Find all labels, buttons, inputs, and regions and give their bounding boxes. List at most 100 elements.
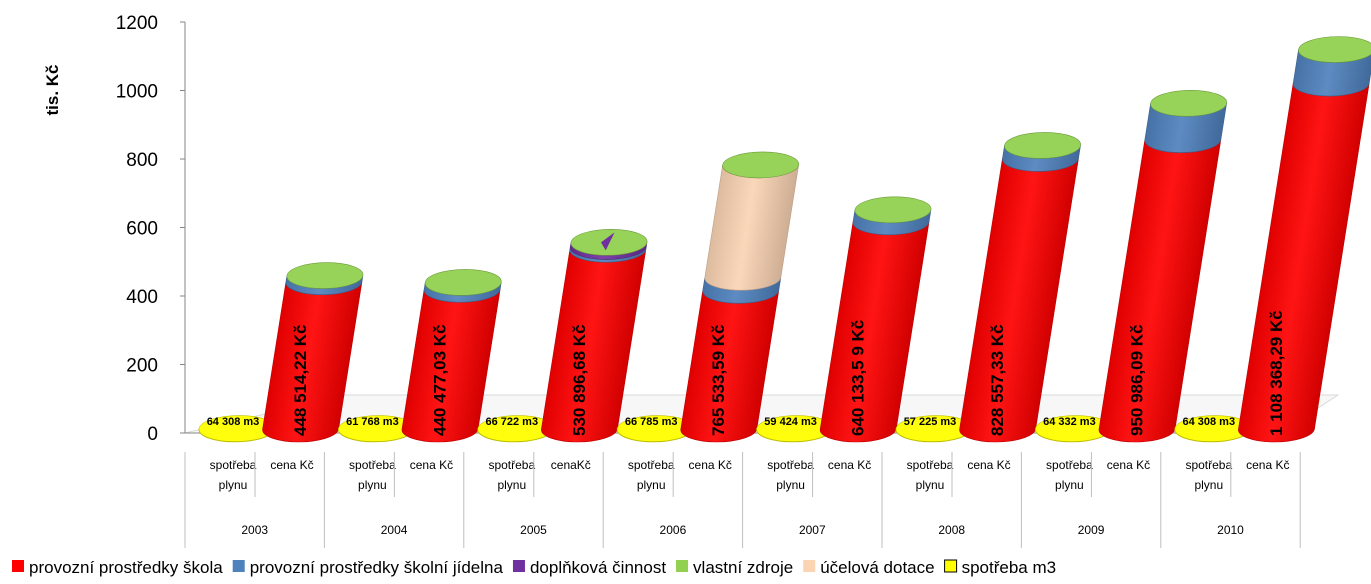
category-label-gas: spotřeba plynu	[907, 458, 954, 492]
year-label: 2009	[1078, 523, 1105, 537]
y-tick-label: 400	[126, 287, 158, 308]
cylinder-segment-skola	[1238, 83, 1370, 443]
category-label-cost: cena Kč	[270, 458, 313, 472]
cost-value-label: 530 896,68 Kč	[570, 324, 589, 436]
category-label-gas: spotřeba plynu	[1046, 458, 1093, 492]
y-tick-label: 800	[126, 150, 158, 171]
category-label-cost: cena Kč	[1107, 458, 1150, 472]
year-label: 2003	[241, 523, 268, 537]
legend-swatch	[512, 560, 525, 572]
cost-value-label: 1 108 368,29 Kč	[1267, 310, 1286, 436]
cost-value-label: 640 133,5 9 Kč	[849, 320, 868, 436]
category-label-line: spotřeba	[1185, 458, 1232, 472]
category-label-cost: cena Kč	[689, 458, 732, 472]
category-label-line: plynu	[1055, 478, 1084, 492]
category-label-gas: spotřeba plynu	[1185, 458, 1232, 492]
gas-value-label: 64 308 m3	[1182, 416, 1235, 428]
category-label-line: plynu	[219, 478, 248, 492]
year-label: 2006	[660, 523, 687, 537]
cylinder-cap-vlastni	[722, 151, 800, 179]
legend-label: vlastní zdroje	[693, 558, 793, 577]
cylinders	[198, 36, 1371, 443]
category-label-cost: cena Kč	[828, 458, 871, 472]
year-label: 2008	[938, 523, 965, 537]
gas-value-label: 59 424 m3	[764, 416, 817, 428]
category-label-cost: cenaKč	[551, 458, 591, 472]
cylinder-cap-vlastni	[1150, 89, 1227, 117]
cylinder-segment-doplnkova-mark	[600, 232, 615, 251]
category-label-gas: spotřeba plynu	[767, 458, 814, 492]
gas-value-label: 64 332 m3	[1043, 416, 1096, 428]
cost-cylinder	[541, 229, 648, 443]
category-label-line: plynu	[637, 478, 666, 492]
cylinder-cap-vlastni	[424, 269, 502, 296]
y-axis-title: tis. Kč	[43, 64, 62, 115]
gas-value-label: 66 785 m3	[625, 416, 678, 428]
category-label-cost: cena Kč	[1246, 458, 1289, 472]
cost-cylinder	[401, 269, 502, 443]
legend-label: provozní prostředky školní jídelna	[250, 558, 504, 577]
year-label: 2004	[381, 523, 408, 537]
y-tick-label: 200	[126, 356, 158, 377]
gas-cylinder	[616, 415, 694, 443]
category-label-line: spotřeba	[210, 458, 257, 472]
category-label-cost: cena Kč	[967, 458, 1010, 472]
category-label-line: spotřeba	[1046, 458, 1093, 472]
category-label-line: plynu	[1194, 478, 1223, 492]
data-labels: 64 308 m3 448 514,22 Kč 61 768 m3 440 477,0…	[207, 310, 1286, 436]
legend-label: provozní prostředky škola	[29, 558, 223, 577]
category-label-line: spotřeba	[767, 458, 814, 472]
cylinder-cap-vlastni	[286, 262, 364, 289]
gas-value-label: 61 768 m3	[346, 416, 399, 428]
category-label-gas: spotřeba plynu	[628, 458, 675, 492]
year-label: 2010	[1217, 523, 1244, 537]
cost-value-label: 828 557,33 Kč	[988, 324, 1007, 436]
year-label: 2007	[799, 523, 826, 537]
legend-swatch	[12, 560, 24, 572]
cylinder-segment-ucelova	[704, 164, 799, 291]
y-tick-label: 1200	[116, 13, 158, 34]
cost-cylinder	[680, 151, 800, 443]
legend-swatch	[803, 560, 816, 572]
category-label-gas: spotřeba plynu	[488, 458, 535, 492]
category-label-gas: spotřeba plynu	[349, 458, 396, 492]
y-tick-label: 600	[126, 219, 158, 240]
category-label-line: plynu	[776, 478, 805, 492]
legend-label: doplňková činnost	[530, 558, 666, 577]
category-label-line: spotřeba	[349, 458, 396, 472]
y-tick-label: 1000	[116, 82, 158, 103]
category-label-line: plynu	[497, 478, 526, 492]
cost-value-label: 950 986,09 Kč	[1127, 324, 1146, 436]
category-label-gas: spotřeba plynu	[210, 458, 257, 492]
category-label-line: spotřeba	[628, 458, 675, 472]
cylinder-cap-vlastni	[1298, 36, 1371, 63]
cost-value-label: 765 533,59 Kč	[709, 324, 728, 436]
cost-cylinder	[262, 262, 364, 443]
legend-swatch	[944, 559, 958, 573]
category-label-line: spotřeba	[907, 458, 954, 472]
cost-value-label: 440 477,03 Kč	[430, 324, 449, 436]
cylinder-cap-vlastni	[1004, 132, 1081, 159]
legend-swatch	[676, 560, 689, 572]
y-tick-label: 0	[147, 424, 158, 445]
cost-cylinder	[959, 132, 1081, 443]
gas-value-label: 64 308 m3	[207, 416, 260, 428]
category-label-line: plynu	[358, 478, 387, 492]
category-label-line: spotřeba	[488, 458, 535, 472]
category-label-line: plynu	[916, 478, 945, 492]
legend-label: účelová dotace	[820, 558, 934, 577]
category-label-cost: cena Kč	[410, 458, 453, 472]
cost-value-label: 448 514,22 Kč	[291, 324, 310, 436]
cost-cylinder	[819, 196, 932, 443]
year-label: 2005	[520, 523, 547, 537]
legend-label: spotřeba m3	[962, 558, 1057, 577]
cost-cylinder	[1098, 89, 1227, 443]
cylinder-cap-vlastni	[854, 196, 932, 224]
gas-value-label: 57 225 m3	[904, 416, 957, 428]
legend-swatch	[232, 560, 245, 572]
legend: provozní prostředky škola provozní prostř…	[12, 558, 1056, 577]
category-axis: spotřeba plynu cena Kč 2003 spotřeba plynu cen…	[184, 452, 1301, 548]
gas-value-label: 66 722 m3	[485, 416, 538, 428]
